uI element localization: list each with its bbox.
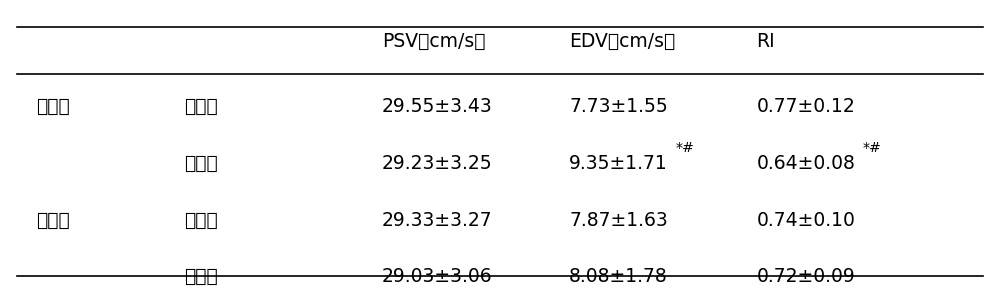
Text: 7.73±1.55: 7.73±1.55	[569, 97, 668, 116]
Text: EDV（cm/s）: EDV（cm/s）	[569, 32, 675, 51]
Text: PSV（cm/s）: PSV（cm/s）	[382, 32, 485, 51]
Text: 0.72±0.09: 0.72±0.09	[756, 267, 855, 286]
Text: RI: RI	[756, 32, 775, 51]
Text: 0.74±0.10: 0.74±0.10	[756, 210, 855, 229]
Text: 治疗前: 治疗前	[184, 210, 218, 229]
Text: 治疗后: 治疗后	[184, 154, 218, 173]
Text: 29.23±3.25: 29.23±3.25	[382, 154, 492, 173]
Text: 29.33±3.27: 29.33±3.27	[382, 210, 492, 229]
Text: 8.08±1.78: 8.08±1.78	[569, 267, 668, 286]
Text: 29.55±3.43: 29.55±3.43	[382, 97, 492, 116]
Text: *#: *#	[676, 141, 694, 155]
Text: 治疗后: 治疗后	[184, 267, 218, 286]
Text: 对照组: 对照组	[37, 210, 70, 229]
Text: 29.03±3.06: 29.03±3.06	[382, 267, 492, 286]
Text: 9.35±1.71: 9.35±1.71	[569, 154, 668, 173]
Text: 7.87±1.63: 7.87±1.63	[569, 210, 668, 229]
Text: 0.64±0.08: 0.64±0.08	[756, 154, 855, 173]
Text: *#: *#	[863, 141, 882, 155]
Text: 0.77±0.12: 0.77±0.12	[756, 97, 855, 116]
Text: 治疗组: 治疗组	[37, 97, 70, 116]
Text: 治疗前: 治疗前	[184, 97, 218, 116]
